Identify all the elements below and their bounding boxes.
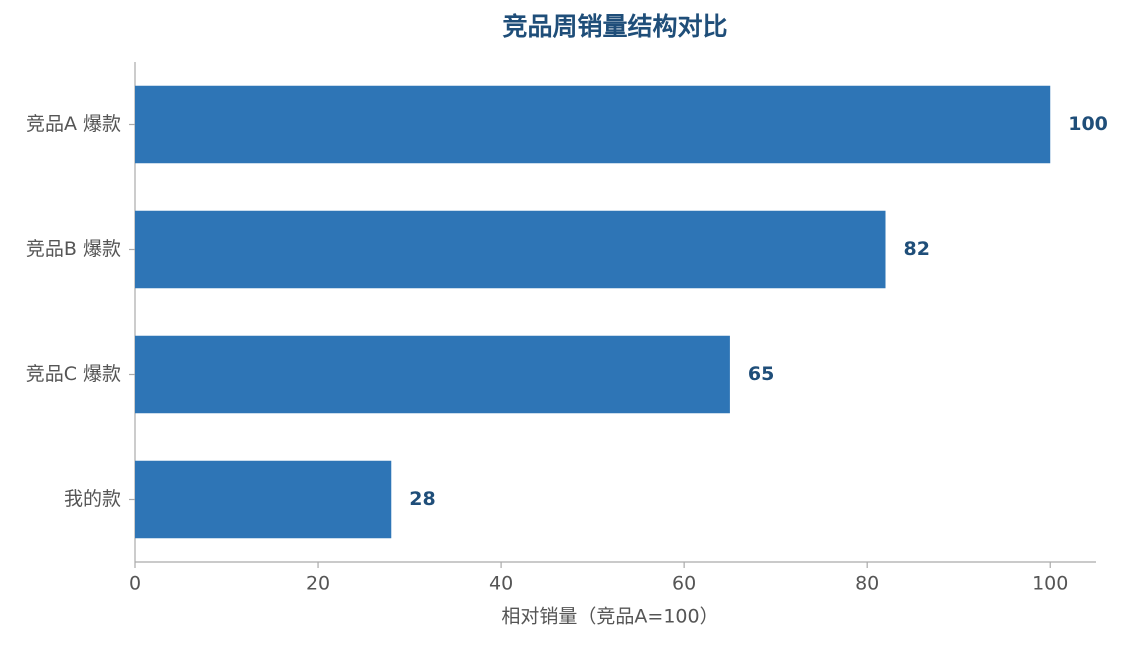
chart-title: 竞品周销量结构对比: [502, 12, 727, 41]
x-tick-label: 20: [306, 573, 330, 595]
x-tick-label: 80: [855, 573, 879, 595]
x-tick-label: 100: [1032, 573, 1068, 595]
y-tick-label: 竞品B 爆款: [26, 238, 121, 260]
value-label: 100: [1068, 113, 1108, 135]
x-axis-label: 相对销量（竞品A=100）: [501, 606, 718, 628]
bar: [135, 85, 1051, 164]
x-tick-label: 60: [672, 573, 696, 595]
y-tick-label: 竞品A 爆款: [26, 113, 121, 135]
bar: [135, 460, 392, 539]
y-tick-label: 我的款: [64, 488, 121, 510]
value-label: 28: [409, 488, 435, 510]
x-tick-label: 0: [129, 573, 141, 595]
value-label: 65: [748, 363, 774, 385]
value-label: 82: [903, 238, 929, 260]
y-tick-label: 竞品C 爆款: [26, 363, 121, 385]
bar: [135, 210, 886, 289]
bar: [135, 335, 730, 414]
x-tick-label: 40: [489, 573, 513, 595]
